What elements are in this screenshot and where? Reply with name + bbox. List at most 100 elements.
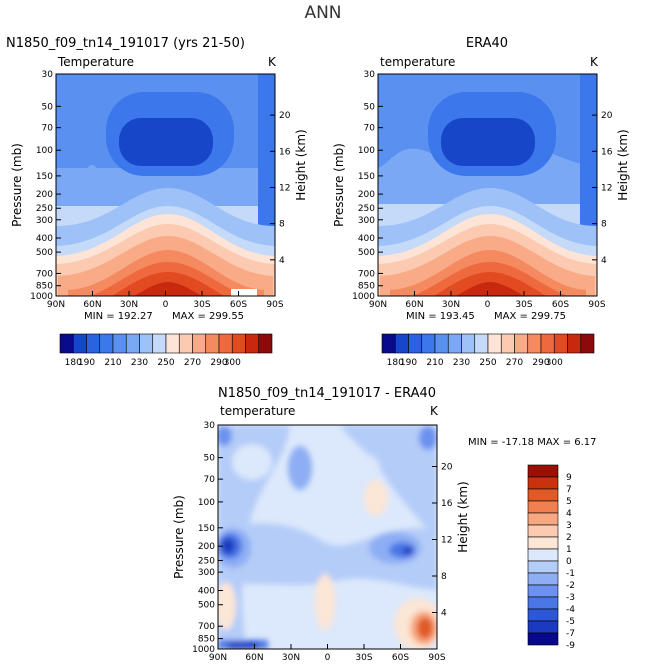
colorbar-swatch bbox=[205, 333, 220, 354]
diff-colorbar-label: 5 bbox=[566, 497, 572, 507]
y2-axis-label: Height (km) bbox=[456, 481, 470, 552]
pressure-tick-label: 200 bbox=[358, 190, 375, 200]
lat-tick-label: 60S bbox=[552, 300, 569, 310]
pressure-tick-label: 50 bbox=[364, 102, 376, 112]
pressure-tick-label: 100 bbox=[358, 146, 375, 156]
diff-colorbar-swatch bbox=[527, 632, 559, 646]
pressure-tick-label: 250 bbox=[198, 556, 215, 566]
pressure-tick-label: 850 bbox=[198, 635, 215, 645]
pressure-tick-label: 850 bbox=[36, 282, 53, 292]
panel-model-max: MAX = 299.55 bbox=[172, 311, 244, 322]
panel-diff: N1850_f09_tn14_191017 - ERA40 temperatur… bbox=[217, 386, 597, 650]
y-axis-label: Pressure (mb) bbox=[172, 495, 186, 579]
lat-tick-label: 90N bbox=[369, 300, 387, 310]
pressure-tick-label: 300 bbox=[36, 216, 53, 226]
panel-diff-units: K bbox=[430, 404, 439, 418]
pressure-tick-label: 50 bbox=[204, 454, 216, 464]
height-tick-label: 16 bbox=[279, 147, 291, 157]
colorbar-label: 180 bbox=[387, 358, 404, 368]
height-tick-label: 12 bbox=[279, 183, 290, 193]
diff-colorbar-swatch bbox=[527, 464, 559, 478]
pressure-tick-label: 500 bbox=[198, 601, 215, 611]
colorbar-swatch bbox=[381, 333, 396, 354]
diff-colorbar-label: -5 bbox=[566, 617, 575, 627]
diff-colorbar-label: 4 bbox=[566, 509, 572, 519]
contour-band bbox=[56, 74, 86, 99]
height-tick-label: 20 bbox=[601, 111, 613, 121]
diff-colorbar-swatch bbox=[527, 488, 559, 502]
lat-tick-label: 30S bbox=[515, 300, 532, 310]
colorbar-swatch bbox=[461, 333, 476, 354]
lat-tick-label: 60N bbox=[245, 653, 263, 663]
pressure-tick-label: 1000 bbox=[192, 645, 215, 655]
lat-tick-label: 0 bbox=[325, 653, 331, 663]
pressure-tick-label: 850 bbox=[358, 282, 375, 292]
diff-colorbar-label: -4 bbox=[566, 605, 575, 615]
lat-tick-label: 90N bbox=[47, 300, 65, 310]
colorbar-label: 210 bbox=[426, 358, 443, 368]
panel-obs-units: K bbox=[590, 55, 599, 69]
diff-colorbar-label: 0 bbox=[566, 557, 572, 567]
diff-colorbar-swatch bbox=[527, 512, 559, 526]
pressure-tick-label: 1000 bbox=[352, 292, 375, 302]
colorbar-swatch bbox=[218, 333, 233, 354]
height-tick-label: 8 bbox=[279, 220, 285, 230]
pressure-tick-label: 70 bbox=[42, 124, 54, 134]
colorbar-swatch bbox=[421, 333, 436, 354]
colorbar-swatch bbox=[527, 333, 542, 354]
colorbar-swatch bbox=[231, 333, 246, 354]
pressure-tick-label: 30 bbox=[204, 421, 216, 431]
colorbar-label: 250 bbox=[157, 358, 174, 368]
pressure-tick-label: 30 bbox=[42, 70, 54, 80]
panel-model: N1850_f09_tn14_191017 (yrs 21-50) Temper… bbox=[6, 36, 277, 297]
diff-colorbar-label: -3 bbox=[566, 593, 575, 603]
diff-colorbar-swatch bbox=[527, 500, 559, 514]
colorbar-swatch bbox=[408, 333, 423, 354]
colorbar-label: 230 bbox=[131, 358, 148, 368]
height-tick-label: 16 bbox=[441, 499, 453, 509]
lat-tick-label: 0 bbox=[485, 300, 491, 310]
lat-tick-label: 90S bbox=[588, 300, 605, 310]
lat-tick-label: 90N bbox=[209, 653, 227, 663]
diff-colorbar-swatch bbox=[527, 524, 559, 538]
colorbar-swatch bbox=[514, 333, 529, 354]
diff-colorbar-swatch bbox=[527, 548, 559, 562]
pressure-tick-label: 400 bbox=[36, 234, 53, 244]
colorbar-label: 300 bbox=[224, 358, 241, 368]
colorbar-swatch bbox=[139, 333, 154, 354]
contour-band bbox=[441, 118, 535, 166]
lat-tick-label: 30S bbox=[193, 300, 210, 310]
lat-tick-label: 30N bbox=[442, 300, 460, 310]
y2-axis-label: Height (km) bbox=[616, 129, 630, 200]
pressure-tick-label: 100 bbox=[198, 498, 215, 508]
colorbar-swatch bbox=[434, 333, 449, 354]
height-tick-label: 12 bbox=[601, 183, 612, 193]
contour-band bbox=[580, 74, 597, 264]
pressure-tick-label: 30 bbox=[364, 70, 376, 80]
lat-tick-label: 90S bbox=[266, 300, 283, 310]
panel-diff-title: N1850_f09_tn14_191017 - ERA40 bbox=[218, 386, 436, 401]
panel-obs: ERA40 temperature K bbox=[377, 36, 599, 297]
diff-colorbar-swatch bbox=[527, 584, 559, 598]
diff-colorbar-label: -1 bbox=[566, 569, 575, 579]
pressure-tick-label: 700 bbox=[358, 269, 375, 279]
diff-colorbar-label: -7 bbox=[566, 629, 575, 639]
colorbar-swatch bbox=[245, 333, 260, 354]
panel-obs-title: ERA40 bbox=[466, 36, 508, 51]
colorbar-swatch bbox=[394, 333, 409, 354]
panel-obs-max: MAX = 299.75 bbox=[494, 311, 566, 322]
colorbar-swatch bbox=[112, 333, 127, 354]
panel-obs-field bbox=[378, 74, 597, 296]
height-tick-label: 8 bbox=[441, 572, 447, 582]
diff-colorbar-swatch bbox=[527, 620, 559, 634]
y2-axis-label: Height (km) bbox=[294, 129, 308, 200]
pressure-tick-label: 300 bbox=[198, 568, 215, 578]
height-tick-label: 4 bbox=[601, 256, 607, 266]
diff-colorbar-label: 9 bbox=[566, 473, 572, 483]
height-tick-label: 20 bbox=[441, 462, 453, 472]
y-axis-label: Pressure (mb) bbox=[332, 143, 346, 227]
diff-colorbar-label: 7 bbox=[566, 485, 572, 495]
lat-tick-label: 60N bbox=[405, 300, 423, 310]
pressure-tick-label: 250 bbox=[36, 204, 53, 214]
diff-colorbar-swatch bbox=[527, 536, 559, 550]
